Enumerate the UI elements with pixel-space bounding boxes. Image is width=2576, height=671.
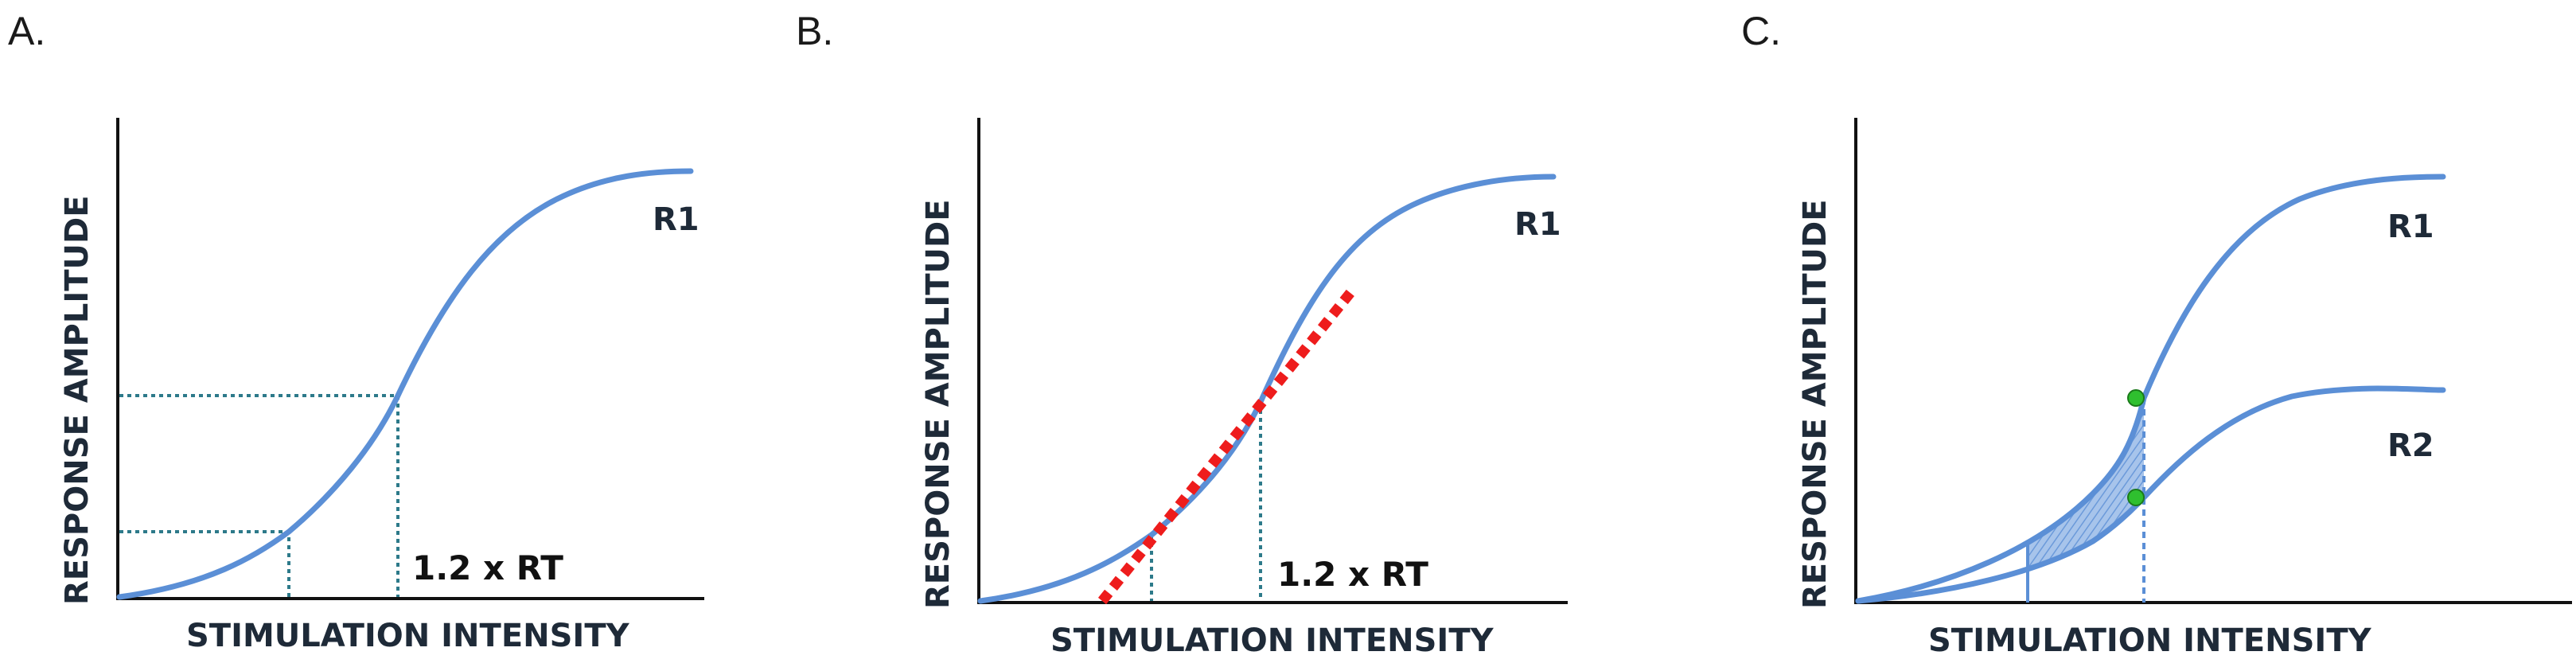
panel-c-axes (1854, 118, 2572, 604)
panel-b-tangent-line (1097, 286, 1358, 605)
panel-b-letter: B. (796, 9, 833, 53)
panel-a-guide-low (119, 530, 290, 597)
panel-b: B. R1 1.2 x RT STIMULATION INTENSITY RES… (796, 9, 1568, 659)
panel-c-letter: C. (1741, 9, 1781, 53)
panel-b-axes (977, 118, 1568, 604)
panel-c-shaded-area (2028, 398, 2144, 569)
panel-a-guide-rt (119, 394, 399, 597)
panel-a-x-axis-title: STIMULATION INTENSITY (186, 618, 630, 654)
panel-a-annotation: 1.2 x RT (412, 548, 563, 587)
panel-a: A. R1 1.2 x RT STIMULATION INTENSITY RES… (8, 9, 704, 654)
panel-c-curve-r2 (1855, 385, 2446, 604)
panel-c-curve-label-r2: R2 (2387, 427, 2434, 464)
panel-a-curve-r1 (116, 168, 694, 600)
panel-a-axes (116, 118, 704, 600)
panel-c-point-r1 (2127, 389, 2145, 407)
panel-b-annotation: 1.2 x RT (1277, 555, 1428, 594)
panel-a-curve-label: R1 (653, 201, 700, 238)
panel-c-y-axis-title: RESPONSE AMPLITUDE (1797, 199, 1834, 609)
panel-c: C. R1 R2 STIMULATION INTENSITY RESPONSE … (1741, 9, 2572, 659)
panel-c-curve-label-r1: R1 (2387, 209, 2434, 245)
panel-a-letter: A. (8, 9, 45, 53)
panel-b-y-axis-title: RESPONSE AMPLITUDE (920, 199, 957, 609)
panel-b-curve-label: R1 (1514, 206, 1561, 243)
panel-b-x-axis-title: STIMULATION INTENSITY (1050, 622, 1495, 659)
panel-c-point-r2 (2127, 489, 2145, 506)
panel-c-x-axis-title: STIMULATION INTENSITY (1928, 622, 2372, 659)
panel-a-y-axis-title: RESPONSE AMPLITUDE (59, 195, 95, 605)
